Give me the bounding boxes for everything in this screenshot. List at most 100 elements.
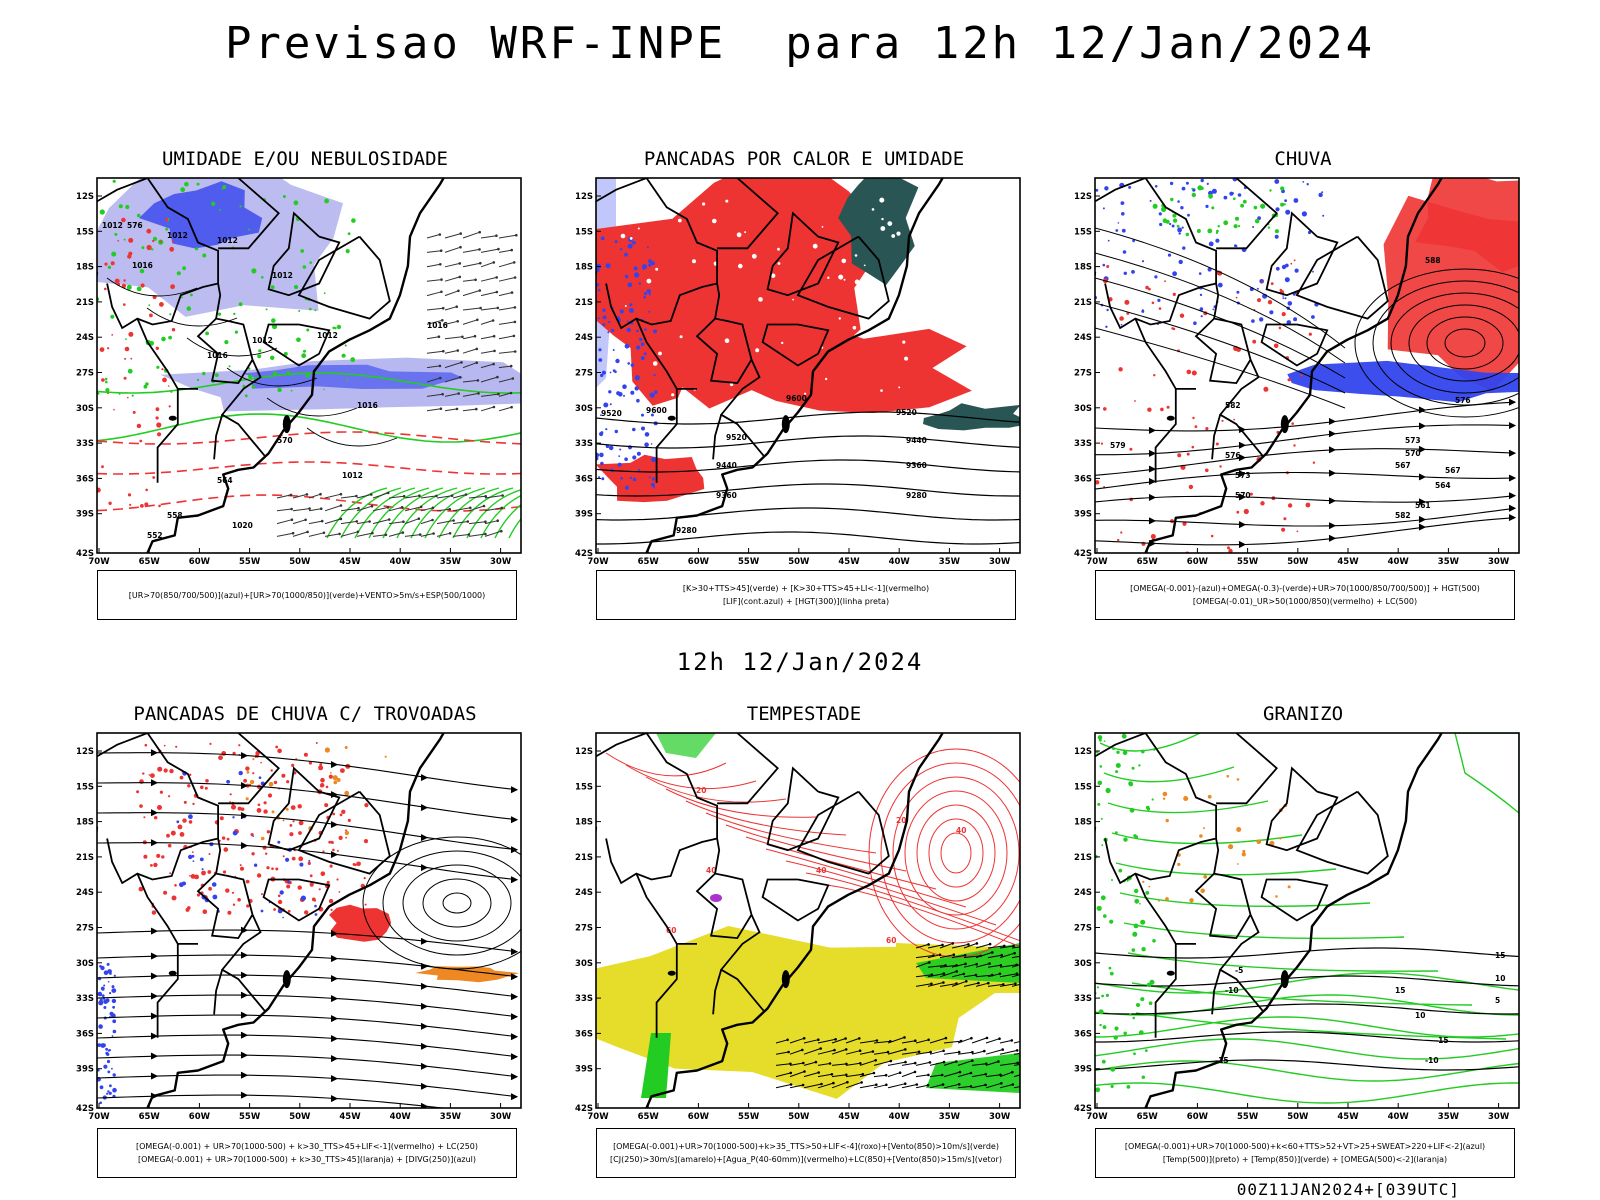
wind-vector [963,942,978,949]
wind-vector [289,493,293,497]
green-speckle [293,200,299,206]
wind-vector [482,504,486,508]
green-speckle [143,384,148,389]
storm-red-speckle [363,839,369,844]
storm-red-speckle [363,877,366,880]
red-speckle [1147,407,1152,412]
hgt300-contour [596,459,1020,473]
wind-vector [927,954,941,959]
storm-red-speckle [332,812,336,816]
lif-contour-dot [644,442,649,448]
streamline [1095,507,1516,527]
lon-label: 65W [139,1112,161,1122]
orange-speckle [344,790,350,796]
wind-vector [887,1083,906,1089]
divergence-speckle [199,857,204,862]
storm-red-speckle [177,824,183,830]
green-speckle [139,268,145,274]
storm-red-speckle [309,882,314,887]
lon-label: 70W [1086,557,1108,567]
blue-speckle [1307,230,1312,235]
divergence-speckle [99,998,103,1003]
green-speckle [302,265,307,269]
green-speckle [1103,914,1107,918]
storm-red-speckle [266,866,270,870]
wind-vector [775,1084,792,1089]
flow-arrow [240,1091,249,1099]
storm-red-speckle [156,853,161,858]
flow-arrow [510,948,519,956]
temp850-contour [1135,1012,1507,1040]
wind-vector [426,291,442,297]
streamline [1095,424,1516,456]
wind-vector [495,276,499,279]
storm-red-speckle [339,813,343,817]
red-speckle [155,346,159,350]
blue-speckle [1286,320,1292,325]
country-border [156,388,179,483]
map-frame: 5885825795765735705675645615825765735705… [1074,177,1520,567]
green-speckle [1145,891,1150,895]
wind-vector [511,377,515,380]
wind-vector [466,520,470,523]
red-speckle [114,278,120,284]
green-speckle [309,307,312,311]
lon-label: 60W [189,1112,211,1122]
storm-red-speckle [328,774,333,779]
lon-label: 55W [1237,1112,1259,1122]
wind-vector [444,306,457,311]
storm-red-speckle [159,790,163,794]
country-border [213,414,224,460]
red-speckle [136,423,142,429]
wind-vector [475,407,478,411]
clear-dot [652,361,658,366]
red-speckle [139,439,143,443]
lon-label: 45W [1337,1112,1359,1122]
green-speckle [332,326,335,330]
wind-vector [844,1037,847,1040]
wind-vector [276,532,294,537]
red-speckle [130,357,133,360]
blue-speckle [1237,193,1242,197]
wind-vector [999,1062,1018,1066]
country-border [1216,178,1278,250]
wind-vector [473,334,477,338]
country-border [1265,211,1339,297]
orange-speckle [333,780,338,785]
wind-vector [930,973,934,976]
green-speckle [251,268,257,274]
wind-vector [975,963,990,968]
storm-red-speckle [150,773,155,778]
country-border [1154,943,1177,1038]
water-content-contour [904,790,1008,916]
wind-vector [1013,951,1016,955]
wind-vector [1013,1040,1020,1044]
wind-vector [1014,982,1017,986]
main-title: Previsao WRF-INPE para 12h 12/Jan/2024 [224,18,1376,69]
flow-arrow [1418,422,1427,430]
red-speckle [1243,508,1249,515]
lif-contour-dot [636,345,641,350]
storm-red-speckle [298,856,304,862]
red-speckle [146,228,152,234]
red-speckle [1235,296,1238,299]
map-border [595,177,1021,554]
green-speckle [1235,216,1239,221]
red-speckle [132,410,136,414]
wind-vector [957,1051,973,1055]
country-border [262,323,331,367]
red-speckle [1249,492,1253,496]
wind-vector [873,1060,891,1066]
green-speckle [1115,763,1121,768]
contour-label: 1012 [167,231,188,240]
divergence-speckle [308,859,311,862]
storm-red-speckle [161,855,165,859]
lat-label: 18S [76,818,94,828]
contour-label: 9440 [716,461,737,470]
wind-vector [431,506,435,510]
wind-vector [442,349,445,353]
wind-vector [439,249,443,252]
orange-speckle [332,775,338,781]
lif-contour-dot [634,375,640,381]
wind-vector [436,508,450,512]
